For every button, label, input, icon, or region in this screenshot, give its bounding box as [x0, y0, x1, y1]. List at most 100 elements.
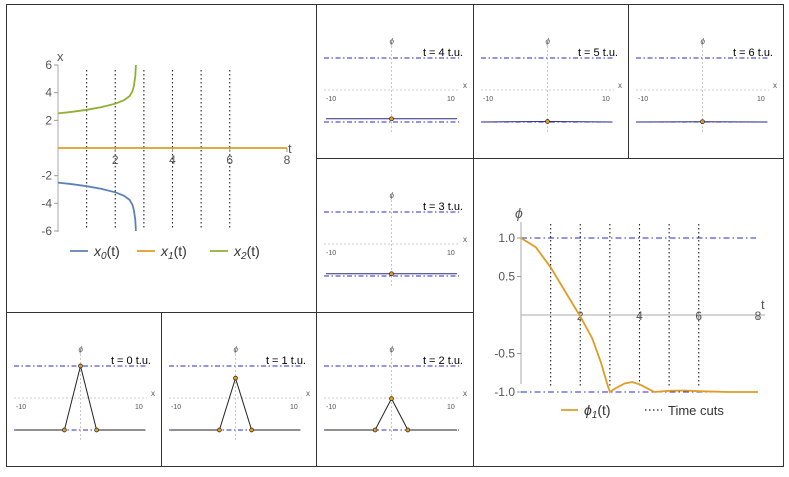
trajectories-y-tick-label: -6	[41, 224, 52, 238]
frame-t3	[317, 159, 474, 313]
snapshot-x-tick-label-min: -10	[638, 96, 648, 103]
phi1-legend-suffix: (t)	[597, 402, 610, 418]
snapshot-node-marker	[406, 428, 410, 432]
snapshot-node-marker	[234, 376, 238, 380]
snapshot-time-label: t = 4 t.u.	[423, 47, 463, 59]
phi1-x-tick-label: 4	[636, 309, 643, 323]
snapshot-ylabel: ϕ	[234, 345, 239, 354]
snapshot-xlabel: x	[463, 389, 467, 398]
snapshot-x-tick-label-max: 10	[290, 404, 298, 411]
trajectories-series-line-0	[58, 183, 136, 231]
frame-t5	[474, 5, 629, 159]
legend-label-x2: x2(t)	[233, 243, 260, 262]
frame-t4	[317, 5, 474, 159]
snapshot-node-marker	[62, 428, 66, 432]
trajectories-series-line-2	[58, 65, 136, 113]
panel-frames	[7, 5, 784, 467]
snapshot-panel-t6: ϕ x -10 10 t = 6 t.u.	[636, 37, 777, 132]
snapshot-ylabel: ϕ	[701, 37, 706, 46]
legend-suffix-x2: (t)	[247, 243, 260, 259]
snapshot-x-tick-label-max: 10	[757, 96, 765, 103]
phi1-y-tick-label: -0.5	[494, 347, 515, 361]
snapshot-node-marker	[390, 272, 394, 276]
trajectories-y-tick-label: 4	[45, 86, 52, 100]
snapshot-xlabel: x	[306, 389, 310, 398]
trajectories-ylabel: x	[57, 49, 64, 64]
snapshot-xlabel: x	[463, 81, 467, 90]
snapshot-node-marker	[390, 117, 394, 121]
snapshot-x-tick-label-max: 10	[602, 96, 610, 103]
phi1-x-tick-label: 6	[695, 309, 702, 323]
snapshot-x-tick-label-max: 10	[447, 250, 455, 257]
snapshot-x-tick-label-min: -10	[171, 404, 181, 411]
phi1-time-cuts	[551, 224, 699, 388]
snapshot-x-tick-label-max: 10	[135, 404, 143, 411]
phi1-y-tick-label: 1.0	[498, 231, 515, 245]
legend-label-x0: x0(t)	[93, 243, 120, 262]
phi1-legend: ϕ1(t) Time cuts	[561, 402, 724, 421]
snapshot-node-marker	[79, 364, 83, 368]
snapshot-ylabel: ϕ	[79, 345, 84, 354]
trajectories-legend: x0(t) x1(t) x2(t)	[70, 243, 260, 262]
snapshot-node-marker	[390, 397, 394, 401]
legend-label-x1: x1(t)	[160, 243, 187, 262]
trajectories-x-tick-label: 6	[226, 153, 233, 167]
phi1-y-tick-label: 0.5	[498, 270, 515, 284]
frame-t2	[317, 313, 474, 467]
snapshot-time-label: t = 6 t.u.	[733, 47, 773, 59]
snapshot-ylabel: ϕ	[546, 37, 551, 46]
trajectories-x-tick-label: 4	[169, 153, 176, 167]
phi1-ylabel: ϕ	[515, 205, 523, 221]
snapshot-x-tick-label-min: -10	[326, 250, 336, 257]
snapshot-xlabel: x	[773, 81, 777, 90]
snapshot-xlabel: x	[618, 81, 622, 90]
snapshot-time-label: t = 0 t.u.	[111, 355, 151, 367]
frame-t0	[7, 313, 162, 467]
trajectories-y-tick-label: -4	[41, 196, 52, 210]
phi1-y-tick-label: -1.0	[494, 385, 515, 399]
snapshot-panel-t4: ϕ x -10 10 t = 4 t.u.	[324, 37, 467, 132]
snapshot-x-tick-label-max: 10	[447, 96, 455, 103]
trajectories-xlabel: t	[288, 141, 292, 156]
snapshot-node-marker	[373, 428, 377, 432]
snapshot-ylabel: ϕ	[390, 345, 395, 354]
snapshot-time-label: t = 2 t.u.	[423, 355, 463, 367]
snapshot-time-label: t = 5 t.u.	[578, 47, 618, 59]
snapshot-x-tick-label-min: -10	[326, 96, 336, 103]
snapshot-panel-t5: ϕ x -10 10 t = 5 t.u.	[481, 37, 622, 132]
trajectories-y-tick-label: -2	[41, 169, 52, 183]
snapshot-panel-t1: ϕ x -10 10 t = 1 t.u.	[169, 345, 310, 440]
snapshot-xlabel: x	[151, 389, 155, 398]
snapshot-x-tick-label-max: 10	[447, 404, 455, 411]
frame-trajectories	[7, 5, 317, 313]
snapshot-panel-t2: ϕ x -10 10 t = 2 t.u.	[324, 345, 467, 440]
snapshot-panel-t0: ϕ x -10 10 t = 0 t.u.	[14, 345, 155, 440]
snapshot-x-tick-label-min: -10	[326, 404, 336, 411]
trajectories-time-cuts	[87, 70, 230, 228]
legend-suffix-x0: (t)	[107, 243, 120, 259]
snapshot-node-marker	[95, 428, 99, 432]
snapshot-node-marker	[546, 120, 550, 124]
snapshot-x-tick-label-min: -10	[483, 96, 493, 103]
snapshot-ylabel: ϕ	[390, 37, 395, 46]
trajectories-y-tick-label: 6	[45, 58, 52, 72]
snapshot-time-label: t = 3 t.u.	[423, 201, 463, 213]
time-cuts-legend-label: Time cuts	[668, 403, 724, 418]
snapshot-node-marker	[217, 428, 221, 432]
snapshot-node-marker	[250, 428, 254, 432]
phi1-xlabel: t	[761, 297, 765, 312]
snapshot-node-marker	[701, 120, 705, 124]
trajectories-x-tick-label: 2	[112, 153, 119, 167]
frame-t6	[629, 5, 784, 159]
legend-suffix-x1: (t)	[174, 243, 187, 259]
snapshot-x-tick-label-min: -10	[16, 404, 26, 411]
snapshot-xlabel: x	[463, 235, 467, 244]
snapshot-time-label: t = 1 t.u.	[266, 355, 306, 367]
phi1-legend-label: ϕ1(t)	[584, 402, 611, 421]
trajectories-y-tick-label: 2	[45, 113, 52, 127]
